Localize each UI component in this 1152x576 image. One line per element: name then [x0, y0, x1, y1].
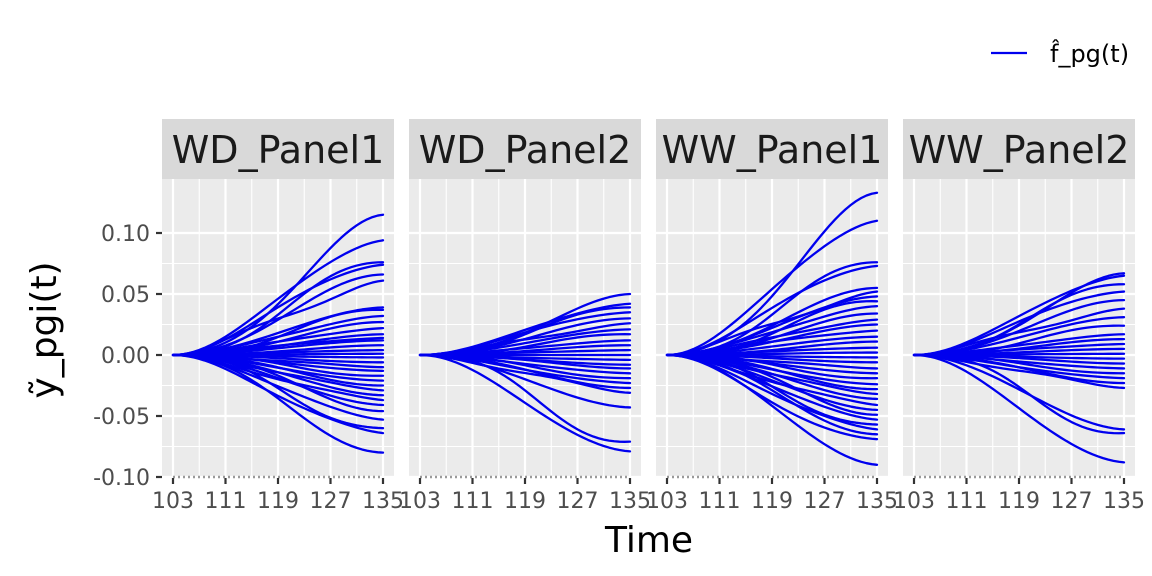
series-line [665, 353, 879, 466]
series-line [665, 353, 879, 436]
facet-strip-label: WD_Panel1 [172, 128, 385, 172]
x-tick-label: 119 [751, 489, 793, 514]
x-tick-label: 135 [362, 489, 404, 514]
x-tick-label: 103 [152, 489, 194, 514]
facet-strip [903, 119, 1135, 179]
x-axis: 103 111 119 127 135 [646, 478, 898, 514]
x-tick-label: 119 [257, 489, 299, 514]
series-lines [171, 213, 385, 454]
x-tick-label: 135 [1103, 489, 1145, 514]
x-tick-label: 119 [998, 489, 1040, 514]
series-lines [418, 292, 632, 453]
series-line [418, 353, 632, 453]
facet-panel-WD_Panel2: WD_Panel2 103 111 119 127 135 [399, 119, 651, 514]
x-tick-label: 103 [399, 489, 441, 514]
x-axis: 103 111 119 127 135 [399, 478, 651, 514]
facet-strip [409, 119, 641, 179]
series-line [171, 279, 385, 357]
x-tick-label: 111 [205, 489, 247, 514]
y-tick-label: 0.10 [101, 222, 150, 247]
legend: f̂_pg(t) [991, 40, 1129, 68]
y-axis-title: ỹ_pgi(t) [24, 261, 65, 398]
x-tick-label: 127 [804, 489, 846, 514]
x-tick-label: 135 [856, 489, 898, 514]
x-axis: 103 111 119 127 135 [893, 478, 1145, 514]
y-axis: -0.10 -0.05 0.00 0.05 0.10 [93, 222, 162, 491]
series-lines [665, 191, 879, 466]
x-tick-label: 127 [310, 489, 352, 514]
series-line [665, 353, 879, 426]
series-line [912, 353, 1126, 431]
series-lines [912, 272, 1126, 464]
series-line [418, 353, 632, 443]
series-line [665, 290, 879, 357]
facet-strip-label: WW_Panel1 [662, 128, 883, 172]
series-line [665, 329, 879, 357]
series-line [912, 307, 1126, 357]
series-line [418, 322, 632, 357]
series-line [912, 353, 1126, 464]
x-tick-label: 135 [609, 489, 651, 514]
facet-panel-WD_Panel1: WD_Panel1 103 111 119 127 135 [152, 119, 404, 514]
gridlines [903, 179, 1135, 479]
x-tick-label: 111 [946, 489, 988, 514]
facet-panel-WW_Panel1: WW_Panel1 103 111 119 127 135 [646, 119, 898, 514]
facet-strip [656, 119, 888, 179]
y-tick-label: 0.00 [101, 344, 150, 369]
series-line [171, 213, 385, 357]
series-line [171, 273, 385, 357]
series-line [171, 353, 385, 430]
facet-strip [162, 119, 394, 179]
x-tick-label: 127 [1051, 489, 1093, 514]
x-tick-label: 127 [557, 489, 599, 514]
legend-label: f̂_pg(t) [1050, 40, 1129, 68]
series-line [171, 353, 385, 454]
x-tick-label: 111 [699, 489, 741, 514]
facet-strip-label: WW_Panel2 [909, 128, 1130, 172]
y-tick-label: -0.05 [93, 405, 150, 430]
x-tick-label: 103 [646, 489, 688, 514]
facet-strip-label: WD_Panel2 [419, 128, 632, 172]
series-line [912, 353, 1126, 435]
x-axis-title: Time [604, 520, 693, 561]
series-line [912, 353, 1126, 390]
series-line [665, 219, 879, 357]
series-line [171, 353, 385, 435]
x-tick-label: 119 [504, 489, 546, 514]
facet-panel-WW_Panel2: WW_Panel2 103 111 119 127 135 [893, 119, 1145, 514]
x-tick-label: 103 [893, 489, 935, 514]
x-axis: 103 111 119 127 135 [152, 478, 404, 514]
x-tick-label: 111 [452, 489, 494, 514]
y-tick-label: 0.05 [101, 283, 150, 308]
y-tick-label: -0.10 [93, 466, 150, 491]
